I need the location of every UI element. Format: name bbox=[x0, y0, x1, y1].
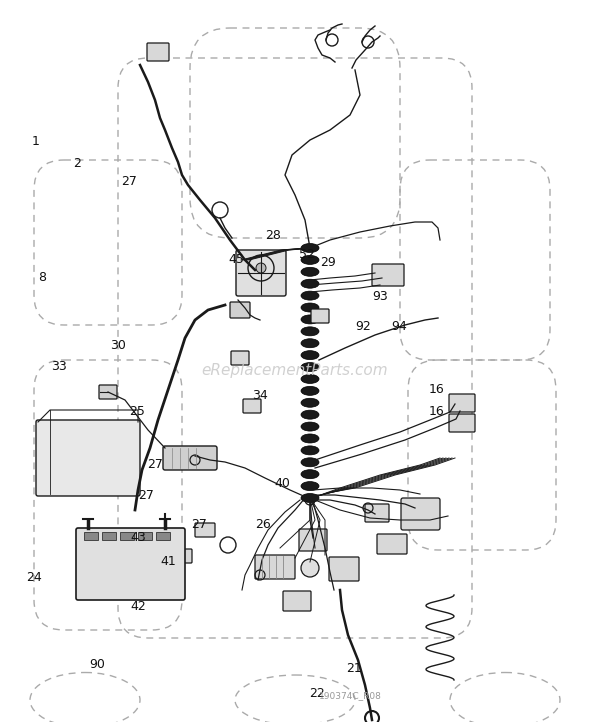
Text: 1: 1 bbox=[31, 135, 40, 148]
FancyBboxPatch shape bbox=[230, 302, 250, 318]
Ellipse shape bbox=[301, 482, 319, 490]
Ellipse shape bbox=[301, 470, 319, 479]
Text: 27: 27 bbox=[121, 175, 136, 188]
Circle shape bbox=[256, 263, 266, 273]
Text: 45: 45 bbox=[228, 253, 244, 266]
Ellipse shape bbox=[301, 327, 319, 336]
Ellipse shape bbox=[301, 434, 319, 443]
Text: 30: 30 bbox=[110, 339, 126, 352]
Text: 90: 90 bbox=[90, 658, 105, 671]
Text: 8: 8 bbox=[38, 271, 47, 284]
FancyBboxPatch shape bbox=[36, 420, 140, 496]
Ellipse shape bbox=[301, 303, 319, 312]
Text: 92: 92 bbox=[356, 320, 371, 333]
Text: 93: 93 bbox=[373, 290, 388, 303]
Ellipse shape bbox=[301, 291, 319, 300]
Text: eReplacementParts.com: eReplacementParts.com bbox=[202, 362, 388, 378]
FancyBboxPatch shape bbox=[120, 532, 134, 540]
Ellipse shape bbox=[301, 446, 319, 455]
FancyBboxPatch shape bbox=[102, 532, 116, 540]
Text: 25: 25 bbox=[129, 405, 145, 418]
FancyBboxPatch shape bbox=[401, 498, 440, 530]
Ellipse shape bbox=[301, 362, 319, 372]
FancyBboxPatch shape bbox=[299, 529, 327, 551]
FancyBboxPatch shape bbox=[243, 399, 261, 413]
FancyBboxPatch shape bbox=[449, 414, 475, 432]
FancyBboxPatch shape bbox=[236, 250, 286, 296]
FancyBboxPatch shape bbox=[449, 394, 475, 412]
FancyBboxPatch shape bbox=[84, 532, 98, 540]
FancyBboxPatch shape bbox=[283, 591, 311, 611]
Text: 190374C_R08: 190374C_R08 bbox=[319, 691, 382, 700]
FancyBboxPatch shape bbox=[174, 549, 192, 563]
FancyBboxPatch shape bbox=[372, 264, 404, 286]
Text: 24: 24 bbox=[26, 571, 41, 584]
Ellipse shape bbox=[301, 315, 319, 324]
Text: 94: 94 bbox=[391, 320, 407, 333]
FancyBboxPatch shape bbox=[377, 534, 407, 554]
Text: 22: 22 bbox=[310, 687, 325, 700]
Text: 28: 28 bbox=[265, 229, 280, 242]
Text: 41: 41 bbox=[160, 555, 176, 568]
Text: 42: 42 bbox=[131, 600, 146, 613]
Text: 27: 27 bbox=[192, 518, 207, 531]
Text: 16: 16 bbox=[429, 405, 444, 418]
FancyBboxPatch shape bbox=[156, 532, 170, 540]
Ellipse shape bbox=[301, 494, 319, 503]
Ellipse shape bbox=[301, 267, 319, 277]
Text: 2: 2 bbox=[73, 157, 81, 170]
Text: 27: 27 bbox=[139, 489, 154, 502]
Text: 16: 16 bbox=[429, 383, 444, 396]
Ellipse shape bbox=[301, 410, 319, 419]
FancyBboxPatch shape bbox=[195, 523, 215, 537]
Text: 26: 26 bbox=[255, 518, 270, 531]
Ellipse shape bbox=[301, 351, 319, 360]
FancyBboxPatch shape bbox=[255, 555, 295, 579]
Text: 21: 21 bbox=[346, 662, 362, 675]
FancyBboxPatch shape bbox=[138, 532, 152, 540]
FancyBboxPatch shape bbox=[99, 385, 117, 399]
Ellipse shape bbox=[301, 399, 319, 407]
Ellipse shape bbox=[301, 386, 319, 396]
Circle shape bbox=[301, 559, 319, 577]
FancyBboxPatch shape bbox=[365, 504, 389, 522]
FancyBboxPatch shape bbox=[329, 557, 359, 581]
FancyBboxPatch shape bbox=[231, 351, 249, 365]
Text: 29: 29 bbox=[320, 256, 336, 269]
FancyBboxPatch shape bbox=[76, 528, 185, 600]
Ellipse shape bbox=[301, 422, 319, 431]
Text: 52: 52 bbox=[299, 248, 314, 261]
Ellipse shape bbox=[301, 339, 319, 348]
FancyBboxPatch shape bbox=[147, 43, 169, 61]
Text: 34: 34 bbox=[252, 389, 267, 402]
Text: 27: 27 bbox=[147, 458, 162, 471]
FancyBboxPatch shape bbox=[311, 309, 329, 323]
Ellipse shape bbox=[301, 458, 319, 467]
Text: 33: 33 bbox=[51, 360, 67, 373]
Ellipse shape bbox=[301, 256, 319, 264]
Ellipse shape bbox=[301, 243, 319, 253]
Text: 40: 40 bbox=[274, 477, 290, 490]
Ellipse shape bbox=[301, 375, 319, 383]
Ellipse shape bbox=[301, 279, 319, 288]
Text: 43: 43 bbox=[131, 531, 146, 544]
FancyBboxPatch shape bbox=[163, 446, 217, 470]
